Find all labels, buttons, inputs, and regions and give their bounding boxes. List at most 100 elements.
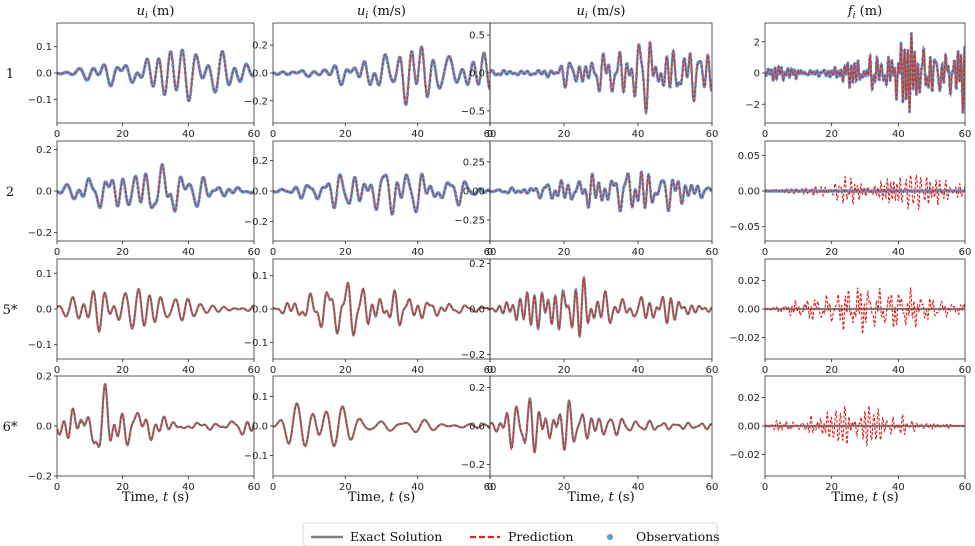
observation-point — [402, 179, 407, 184]
observation-point — [936, 75, 940, 79]
observation-point — [693, 92, 697, 96]
observation-point — [440, 79, 444, 83]
observation-point — [591, 63, 595, 68]
panel-r2-c3: −0.25 0.00 0.25 0 20 40 60 — [454, 140, 719, 258]
observation-point — [350, 191, 354, 195]
x-tick-label: 60 — [484, 247, 497, 258]
observation-point — [402, 89, 406, 93]
prediction-line — [273, 46, 490, 106]
x-tick-label: 40 — [892, 129, 905, 140]
observation-point — [192, 195, 196, 199]
prediction-line — [765, 33, 965, 114]
observation-point — [427, 85, 431, 89]
y-tick-label: −0.25 — [454, 216, 485, 227]
observation-point — [407, 180, 411, 184]
observation-point — [575, 74, 580, 78]
observation-point — [416, 200, 420, 204]
observation-point — [548, 190, 552, 194]
y-tick-label: 0.2 — [36, 145, 52, 156]
observation-point — [469, 66, 473, 70]
axes-frame — [764, 140, 966, 242]
observation-point — [575, 77, 579, 81]
legend-observations-swatch — [607, 534, 613, 540]
observation-point — [690, 69, 694, 74]
observation-point — [100, 198, 104, 202]
observation-point — [397, 190, 402, 194]
y-tick-label: 0.0 — [469, 305, 485, 316]
observation-point — [222, 53, 226, 57]
x-tick-label: 20 — [825, 247, 838, 258]
observation-point — [400, 66, 404, 71]
observation-point — [387, 67, 391, 71]
x-tick-label: 0 — [762, 365, 768, 376]
axes-frame — [489, 22, 713, 124]
prediction-line — [273, 403, 490, 448]
x-tick-label: 0 — [762, 482, 768, 493]
observation-point — [418, 53, 422, 58]
panel-r3-c1: −0.1 0.0 0.1 0 20 40 60 — [28, 258, 260, 376]
observation-point — [626, 69, 630, 73]
observation-point — [480, 56, 485, 60]
observation-point — [371, 193, 376, 197]
observation-point — [203, 180, 207, 184]
x-tick-label: 40 — [892, 365, 905, 376]
observation-point — [669, 190, 673, 194]
panel-r4-c4: −0.02 0.00 0.02 0 20 40 60 — [729, 375, 971, 493]
observation-point — [397, 186, 401, 190]
observation-point — [147, 64, 151, 68]
observation-point — [441, 74, 446, 78]
observation-point — [652, 196, 656, 200]
x-tick-label: 40 — [892, 482, 905, 493]
x-tick-label: 0 — [54, 247, 60, 258]
observation-point — [418, 177, 423, 181]
panel-r4-c1: −0.2 0.0 0.2 0 20 40 60 — [28, 372, 261, 494]
x-tick-label: 60 — [484, 365, 497, 376]
observation-point — [402, 184, 406, 188]
axes-frame — [56, 258, 255, 360]
observation-point — [460, 188, 464, 192]
y-tick-label: 0.1 — [252, 392, 268, 403]
observation-point — [484, 63, 488, 67]
observation-point — [579, 70, 583, 74]
x-tick-label: 20 — [825, 129, 838, 140]
prediction-line — [57, 287, 254, 334]
prediction-line — [765, 173, 965, 211]
x-tick-label: 60 — [959, 365, 972, 376]
observation-point — [949, 80, 953, 84]
observation-point — [587, 72, 592, 77]
prediction-line — [765, 287, 965, 335]
x-tick-label: 40 — [182, 482, 195, 493]
x-tick-label: 0 — [270, 482, 276, 493]
x-tick-label: 60 — [248, 247, 261, 258]
x-tick-label: 20 — [558, 247, 571, 258]
observation-point — [584, 193, 589, 197]
observation-point — [188, 93, 192, 97]
column-title-1: ui (m) — [137, 4, 175, 21]
observation-point — [178, 58, 182, 63]
x-tick-label: 60 — [706, 247, 719, 258]
observation-point — [855, 70, 859, 75]
observation-point — [413, 75, 417, 79]
observation-point — [192, 61, 196, 65]
observation-point — [576, 69, 580, 74]
axes-frame — [764, 375, 966, 477]
observation-point — [615, 188, 620, 192]
observation-point — [615, 183, 619, 188]
observation-point — [620, 193, 625, 198]
axes-frame — [489, 375, 713, 477]
y-tick-label: 0.5 — [469, 31, 485, 42]
observation-point — [616, 62, 620, 66]
panel-r4-c2: −0.1 0.0 0.1 0 20 40 60 — [244, 375, 496, 493]
observation-point — [477, 80, 482, 84]
observation-point — [601, 192, 606, 196]
observation-point — [479, 66, 483, 70]
observation-point — [197, 66, 201, 70]
observation-point — [594, 193, 599, 197]
x-tick-label: 0 — [54, 482, 60, 493]
prediction-line — [490, 171, 712, 212]
y-tick-label: −0.1 — [28, 95, 52, 106]
observation-point — [587, 199, 592, 203]
x-tick-label: 20 — [558, 365, 571, 376]
